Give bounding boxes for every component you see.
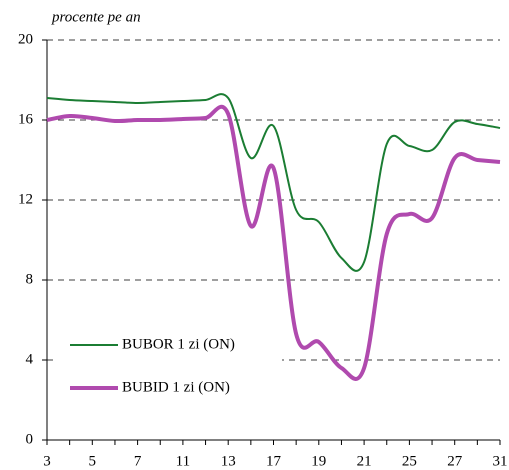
- y-tick-label: 8: [26, 271, 34, 287]
- series-line: [46, 93, 501, 272]
- x-tick-label: 7: [134, 453, 142, 469]
- x-tick-label: 27: [447, 453, 463, 469]
- x-tick-label: 3: [43, 453, 51, 469]
- x-tick-label: 19: [311, 453, 326, 469]
- x-tick-label: 17: [266, 453, 282, 469]
- y-tick-label: 16: [18, 111, 34, 127]
- x-tick-label: 13: [221, 453, 236, 469]
- x-tick-label: 25: [402, 453, 417, 469]
- y-axis-label: procente pe an: [51, 9, 141, 25]
- legend-background: [57, 330, 282, 405]
- y-tick-label: 4: [26, 351, 34, 367]
- x-tick-label: 21: [357, 453, 372, 469]
- legend-label: BUBID 1 zi (ON): [122, 379, 230, 395]
- series-line: [46, 104, 501, 381]
- x-tick-label: 11: [176, 453, 190, 469]
- x-tick-label: 5: [89, 453, 97, 469]
- legend-label: BUBOR 1 zi (ON): [122, 336, 235, 352]
- y-tick-label: 20: [18, 31, 33, 47]
- y-tick-label: 0: [26, 431, 34, 447]
- x-tick-label: 31: [493, 453, 508, 469]
- y-tick-label: 12: [18, 191, 33, 207]
